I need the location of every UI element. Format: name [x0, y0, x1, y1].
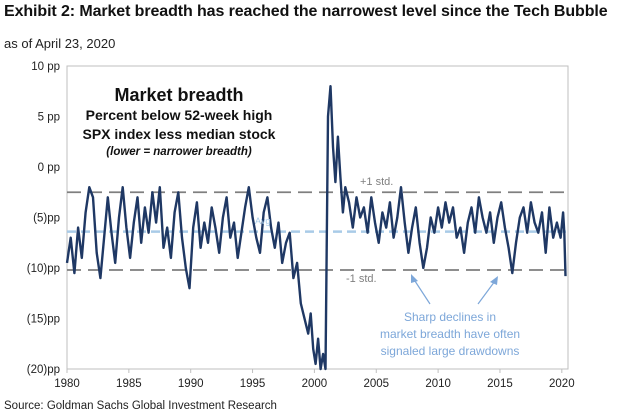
- annotation-arrow-left: [412, 277, 431, 305]
- plus-std-label: +1 std.: [360, 176, 393, 188]
- series-line-breadth: [65, 85, 567, 371]
- x-tick-label: 1980: [54, 378, 80, 390]
- annotation-line-3: signaled large drawdowns: [381, 344, 520, 358]
- annotation-arrowhead-left: [411, 274, 418, 283]
- x-axis-ticks: 1980 1985 1990 1995 2000 2005 2010 2015 2020: [54, 369, 575, 390]
- x-tick-label: 2010: [425, 378, 451, 390]
- y-tick-label: 10 pp: [31, 61, 60, 73]
- panel-line-1: Percent below 52-week high: [86, 107, 273, 123]
- avg-label: Avg: [255, 216, 270, 226]
- y-tick-label: (20)pp: [27, 364, 60, 376]
- y-tick-label: 5 pp: [38, 112, 60, 124]
- x-tick-label: 2020: [549, 378, 575, 390]
- annotation-arrowhead-right: [490, 276, 498, 285]
- x-tick-label: 1990: [178, 378, 204, 390]
- y-tick-label: (10)pp: [27, 263, 60, 275]
- annotation-line-1: Sharp declines in: [404, 310, 496, 324]
- plot-area-frame: [66, 65, 569, 370]
- x-tick-label: 2005: [363, 378, 389, 390]
- exhibit-title: Exhibit 2: Market breadth has reached th…: [4, 3, 608, 20]
- x-tick-label: 2015: [487, 378, 513, 390]
- panel-line-3: (lower = narrower breadth): [106, 146, 252, 158]
- exhibit-subtitle: as of April 23, 2020: [4, 36, 116, 51]
- minus-std-label: -1 std.: [346, 273, 377, 285]
- x-tick-label: 2000: [302, 378, 328, 390]
- y-tick-label: (15)pp: [27, 314, 60, 326]
- y-tick-label: (5)pp: [33, 213, 60, 225]
- annotation-arrow-right: [477, 280, 496, 305]
- source-note: Source: Goldman Sachs Global Investment …: [4, 400, 277, 412]
- annotation-line-2: market breadth have often: [380, 327, 520, 341]
- panel-title: Market breadth: [114, 85, 243, 105]
- x-tick-label: 1995: [240, 378, 266, 390]
- y-axis-ticks: 10 pp 5 pp 0 pp (5)pp (10)pp (15)pp (20)pp: [27, 61, 60, 376]
- panel-line-2: SPX index less median stock: [83, 126, 276, 142]
- x-tick-label: 1985: [116, 378, 142, 390]
- series-group: [65, 85, 567, 371]
- y-tick-label: 0 pp: [38, 162, 60, 174]
